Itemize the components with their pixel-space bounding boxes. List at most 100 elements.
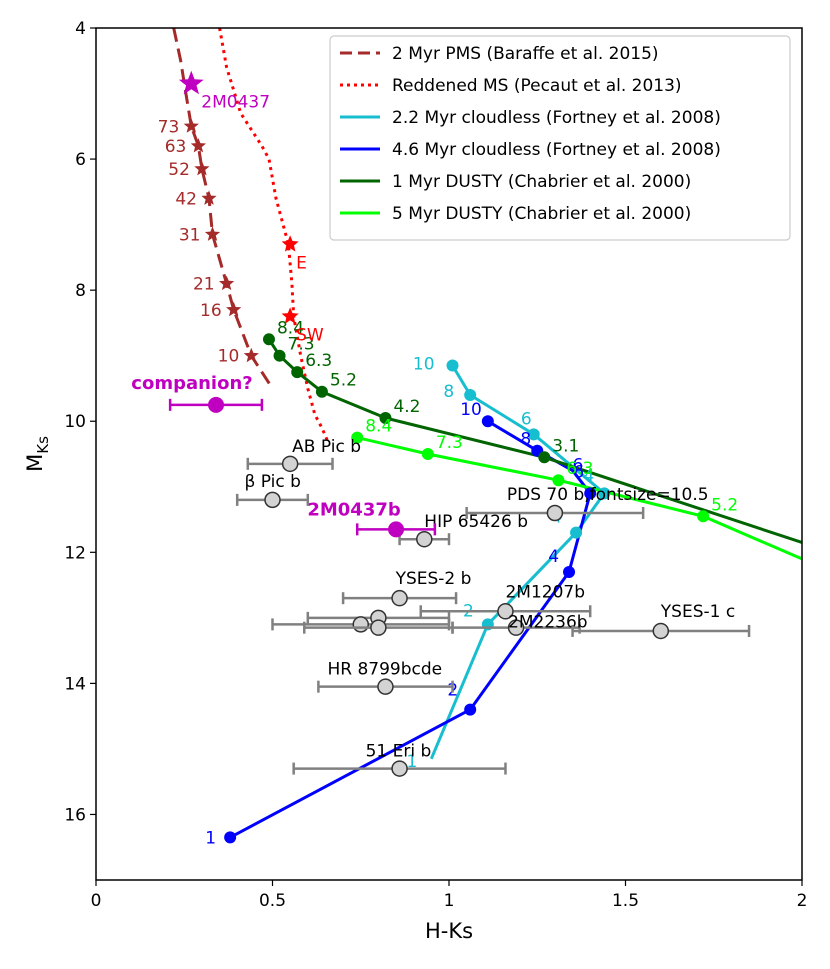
model-point-label-4-4: 4.2 [393, 397, 420, 417]
model-point-label-4-2: 6.3 [305, 351, 332, 371]
model-point-label-3-4: 6 [573, 455, 584, 475]
x-tick-label-0: 0 [91, 891, 102, 911]
model-point-label-3-6: 10 [460, 400, 482, 420]
ms-star-1 [281, 307, 299, 324]
known-object-label-0: AB Pic b [292, 437, 361, 457]
companion-marker-1 [388, 521, 405, 538]
pms-star-5 [219, 275, 235, 291]
model-point-4-1 [273, 349, 286, 362]
model-point-label-5-2: 6.3 [566, 459, 593, 479]
model-point-4-5 [538, 451, 551, 464]
model-point-2-2 [570, 526, 583, 539]
model-point-3-3 [584, 487, 597, 500]
known-object-marker-10 [652, 622, 670, 640]
legend-label-0: 2 Myr PMS (Baraffe et al. 2015) [392, 44, 659, 64]
y-tick-label-4: 12 [64, 543, 86, 563]
pms-star-label-7: 10 [218, 347, 240, 367]
model-point-2-3 [598, 487, 611, 500]
model-point-label-5-3: 5.2 [711, 495, 738, 515]
model-point-2-5 [464, 389, 477, 402]
pms-star-label-3: 42 [175, 189, 197, 209]
model-point-3-0 [224, 831, 237, 844]
model-point-label-4-0: 8.4 [277, 318, 304, 338]
model-point-label-3-5: 8 [520, 430, 531, 450]
y-axis-label-main: M [23, 454, 47, 472]
known-object-label-3: PDS 70 b,fontsize=10.5 [507, 485, 709, 505]
pms-star-6 [226, 301, 242, 317]
model-point-label-4-1: 7.3 [288, 335, 315, 355]
y-tick-label-3: 10 [64, 412, 86, 432]
model-point-5-2 [552, 474, 565, 487]
known-object-label-4: YSES-2 b [395, 569, 472, 589]
companion-label-0: companion? [131, 373, 252, 394]
model-point-2-4 [527, 428, 540, 441]
model-point-5-0 [351, 431, 364, 444]
model-point-label-3-3: 6 [573, 462, 584, 482]
pms-star-2 [194, 160, 210, 176]
x-tick-label-3: 1.5 [612, 891, 639, 911]
model-point-label-5-1: 7.3 [436, 433, 463, 453]
plot-area: 12446810124668108.47.36.35.24.23.18.47.3… [131, 28, 802, 848]
known-object-label-10: YSES-1 c [660, 602, 735, 622]
companion-marker-0 [208, 396, 225, 413]
y-tick-label-5: 14 [64, 674, 86, 694]
pms-star-1 [190, 138, 206, 153]
pms-star-3 [201, 190, 217, 205]
known-object-label-5: 2M1207b [505, 582, 585, 602]
pms-star-label-2: 52 [168, 160, 190, 180]
y-tick-label-1: 6 [75, 150, 86, 170]
pms-star-0 [183, 118, 199, 133]
ms-star-label-1: SW [296, 325, 324, 345]
x-tick-label-4: 2 [797, 891, 808, 911]
known-object-label-6: 2M2236b [508, 613, 588, 633]
host-star [178, 70, 204, 95]
known-object-marker-9 [370, 619, 387, 636]
legend-label-2: 2.2 Myr cloudless (Fortney et al. 2008) [392, 108, 721, 128]
pms-star-label-0: 73 [158, 117, 180, 137]
model-point-2-6 [446, 359, 459, 372]
known-object-label-11: HR 8799bcde [327, 660, 442, 680]
model-point-label-2-0: 1 [407, 752, 418, 772]
legend-label-1: Reddened MS (Pecaut et al. 2013) [392, 76, 682, 96]
pms-star-label-1: 63 [165, 137, 187, 157]
known-object-marker-2 [416, 530, 433, 548]
known-object-marker-6 [507, 619, 525, 636]
model-point-4-0 [262, 333, 275, 346]
model-point-5-3 [697, 510, 710, 523]
known-object-marker-3 [546, 504, 564, 522]
legend-label-4: 1 Myr DUSTY (Chabrier et al. 2000) [392, 172, 691, 192]
model-point-label-2-4: 6 [521, 409, 532, 429]
legend: 2 Myr PMS (Baraffe et al. 2015) Reddened … [329, 35, 791, 241]
model-point-4-3 [315, 385, 328, 398]
model-point-label-2-6: 10 [413, 355, 435, 375]
model-point-label-2-5: 8 [443, 382, 454, 402]
pms-star-7 [243, 347, 259, 363]
pms-star-label-5: 21 [193, 275, 215, 295]
known-object-marker-12 [391, 760, 408, 777]
known-object-marker-8 [352, 616, 369, 633]
y-tick-label-2: 8 [75, 281, 86, 301]
model-point-3-2 [563, 565, 576, 578]
model-point-label-4-3: 5.2 [330, 371, 357, 391]
legend-label-3: 4.6 Myr cloudless (Fortney et al. 2008) [392, 140, 721, 160]
known-object-marker-0 [281, 455, 299, 473]
known-object-label-1: β Pic b [245, 472, 301, 492]
known-object-marker-1 [264, 491, 281, 509]
model-point-4-2 [291, 366, 304, 379]
model-point-5-1 [421, 448, 434, 460]
y-tick-label-0: 4 [75, 19, 86, 39]
model-point-label-3-0: 1 [205, 828, 216, 848]
companion-label-1: 2M0437b [307, 499, 401, 520]
known-object-label-12: 51 Eri b [366, 742, 432, 762]
x-tick-label-1: 0.5 [259, 891, 286, 911]
x-axis-label: H-Ks [425, 919, 473, 943]
ms-star-0 [281, 235, 299, 252]
model-point-3-1 [464, 703, 477, 716]
pms-star-label-4: 31 [179, 225, 201, 245]
legend-box [329, 35, 791, 241]
model-point-4-4 [379, 411, 392, 424]
model-point-label-3-2: 4 [548, 547, 559, 567]
legend-label-5: 5 Myr DUSTY (Chabrier et al. 2000) [392, 204, 691, 224]
